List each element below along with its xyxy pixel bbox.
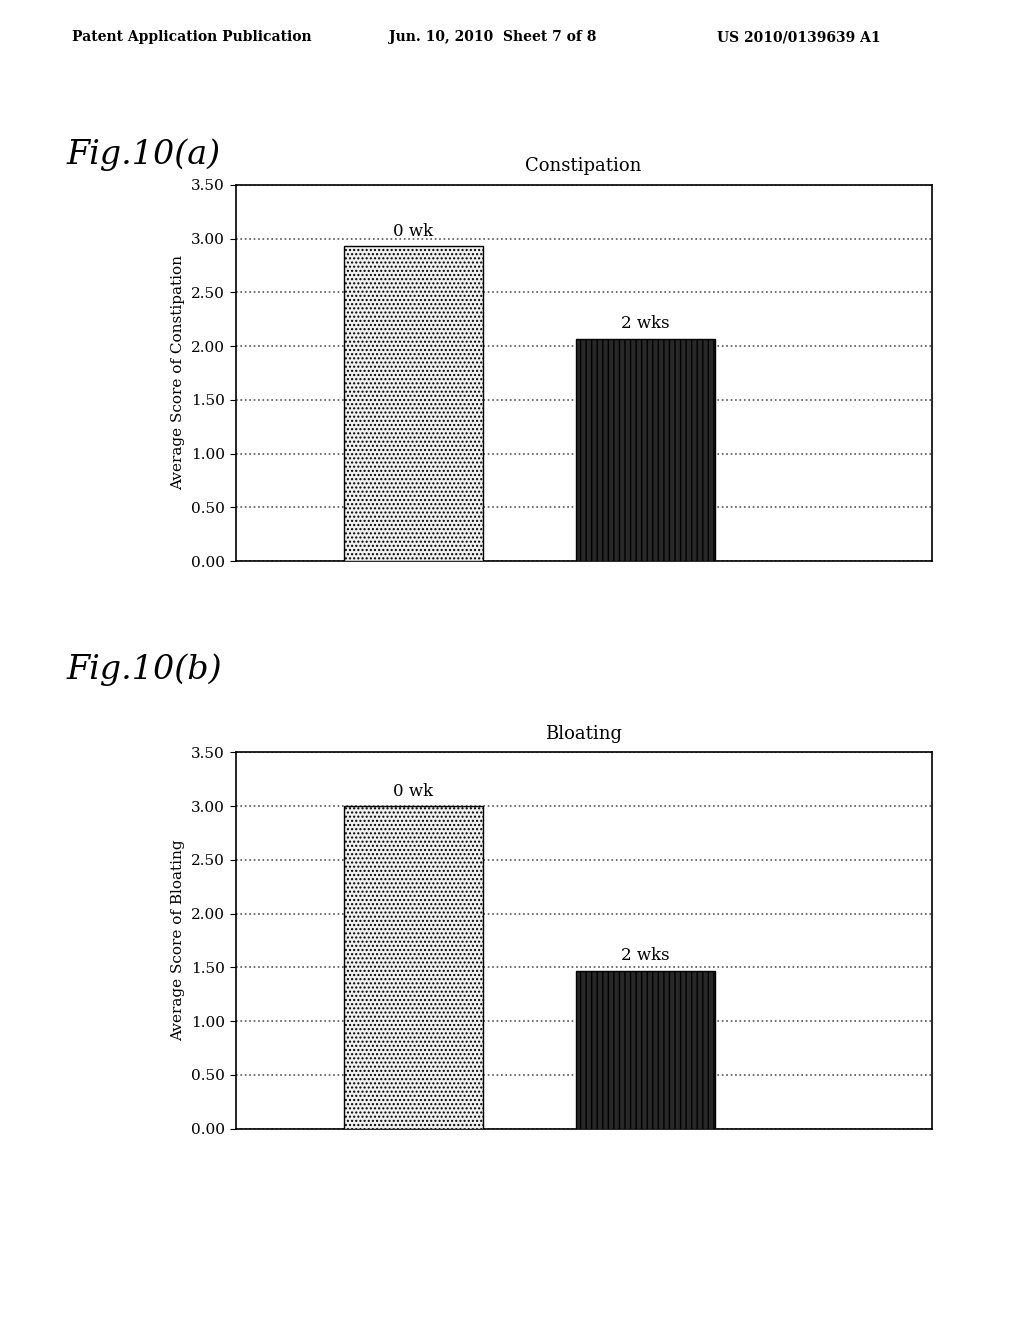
Text: 0 wk: 0 wk	[393, 223, 433, 240]
Text: US 2010/0139639 A1: US 2010/0139639 A1	[717, 30, 881, 45]
Y-axis label: Average Score of Bloating: Average Score of Bloating	[172, 840, 185, 1041]
Bar	[575, 338, 715, 561]
Text: Fig.10(b): Fig.10(b)	[67, 653, 222, 686]
Text: 2 wks: 2 wks	[622, 315, 670, 333]
Bar	[344, 246, 483, 561]
Text: 2 wks: 2 wks	[622, 948, 670, 964]
Text: Fig.10(a): Fig.10(a)	[67, 139, 221, 172]
Bar	[344, 807, 483, 1129]
Title: Constipation: Constipation	[525, 157, 642, 176]
Title: Bloating: Bloating	[545, 725, 623, 743]
Bar	[575, 970, 715, 1129]
Text: Jun. 10, 2010  Sheet 7 of 8: Jun. 10, 2010 Sheet 7 of 8	[389, 30, 597, 45]
Y-axis label: Average Score of Constipation: Average Score of Constipation	[172, 255, 185, 491]
Text: Patent Application Publication: Patent Application Publication	[72, 30, 311, 45]
Text: 0 wk: 0 wk	[393, 783, 433, 800]
